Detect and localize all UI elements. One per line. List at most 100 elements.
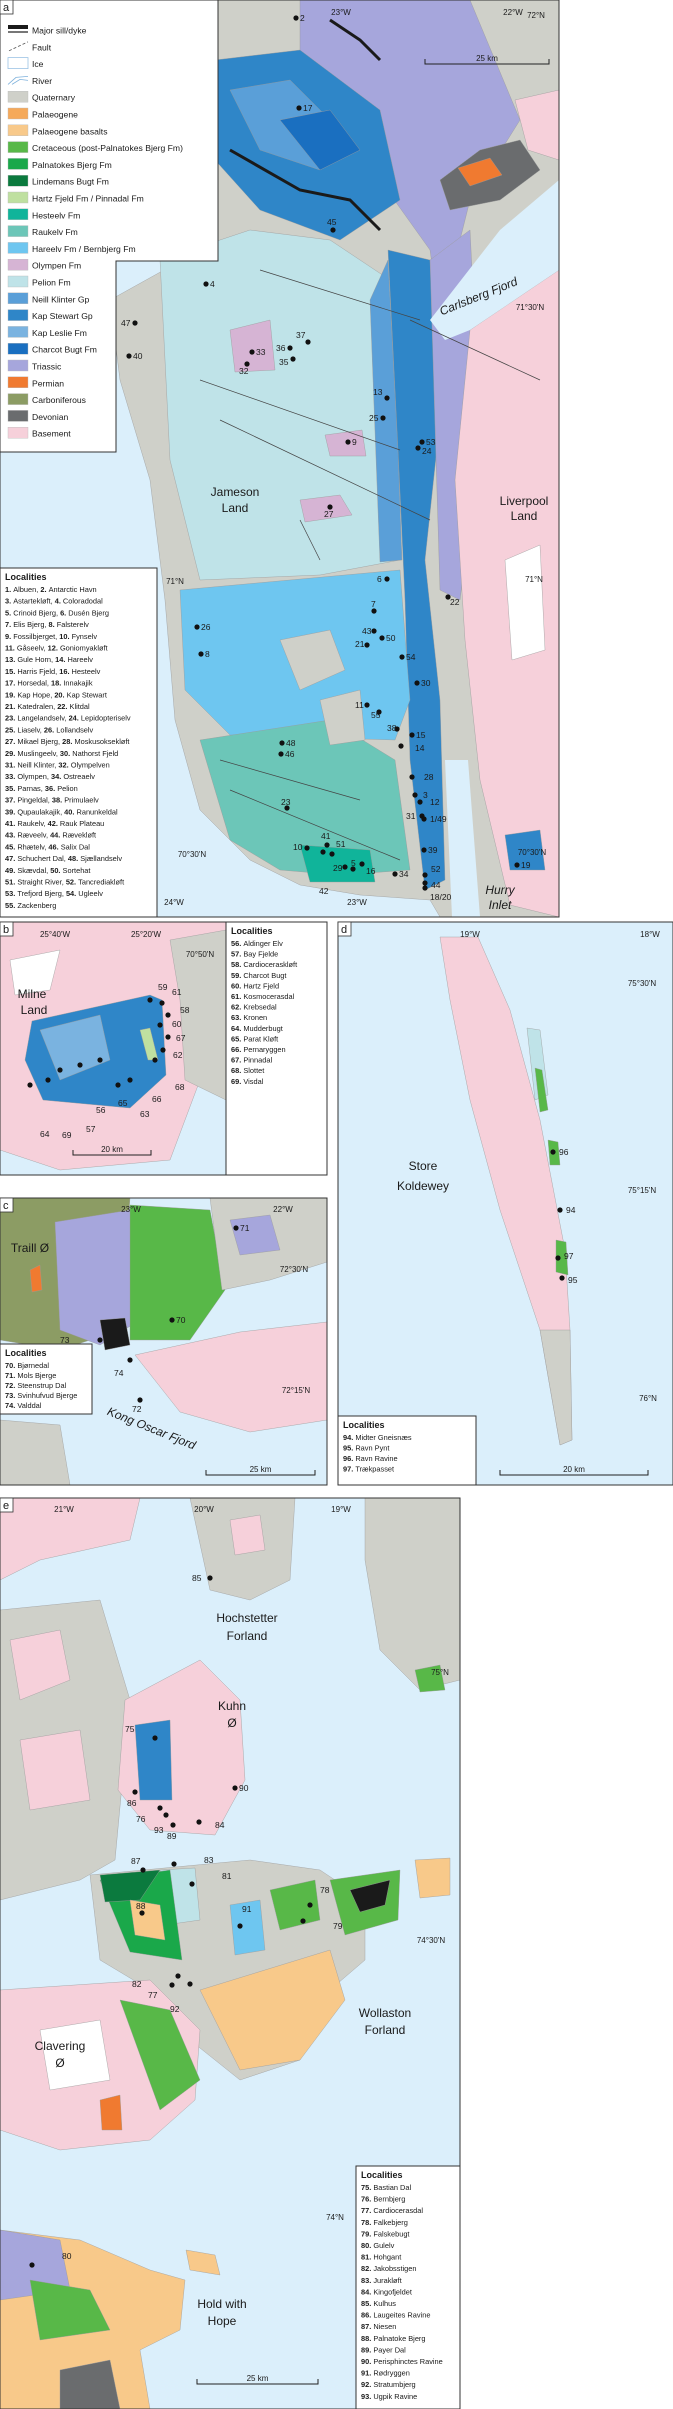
separator: , xyxy=(56,749,60,758)
locality-marker-67: 67 xyxy=(165,1033,186,1043)
locality-number: 41. xyxy=(5,819,17,828)
locality-marker-97: 97 xyxy=(555,1251,574,1261)
locality-entry: 33. Olympen, 34. Ostreaelv xyxy=(5,772,95,781)
locality-name: Albuen xyxy=(13,585,36,594)
legend-label: Triassic xyxy=(32,362,62,372)
locality-number: 31. xyxy=(5,761,17,770)
locality-dot xyxy=(237,1923,243,1929)
locality-entry: 64. Mudderbugt xyxy=(231,1024,283,1033)
locality-number: 7. xyxy=(5,620,13,629)
localities-title: Localities xyxy=(5,1348,47,1358)
quaternary-area xyxy=(279,629,346,691)
locality-number: 14 xyxy=(415,743,425,753)
coordinate-label: 25°20'W xyxy=(131,930,162,939)
locality-number: 69 xyxy=(62,1130,72,1140)
locality-name: Muslingeelv xyxy=(17,749,56,758)
ice-area xyxy=(39,2019,111,2091)
locality-number: 78 xyxy=(320,1885,330,1895)
locality-number: 37 xyxy=(296,330,306,340)
locality-number: 47. xyxy=(5,854,17,863)
locality-dot xyxy=(412,792,418,798)
locality-marker-92: 92 xyxy=(170,1981,193,2014)
locality-marker-41: 41 xyxy=(321,831,331,848)
locality-number: 35 xyxy=(279,357,289,367)
locality-marker-78: 78 xyxy=(307,1885,330,1908)
locality-marker-2: 2 xyxy=(293,13,305,23)
locality-dot xyxy=(170,1822,176,1828)
locality-number: 91. xyxy=(361,2369,373,2378)
locality-marker-76: 76 xyxy=(136,1805,163,1824)
coordinate-label: 71°N xyxy=(166,577,184,586)
panel-letter-box xyxy=(0,1197,14,1213)
locality-number: 35. xyxy=(5,784,17,793)
locality-marker-30: 30 xyxy=(414,678,431,688)
locality-name: Ostreaelv xyxy=(63,772,95,781)
locality-name: Hesteelv xyxy=(72,667,101,676)
locality-number: 93 xyxy=(154,1825,164,1835)
fault-line xyxy=(199,379,401,451)
locality-marker-57: 57 xyxy=(57,1067,96,1134)
locality-dot xyxy=(57,1067,63,1073)
fault-swatch xyxy=(8,41,29,52)
locality-number: 46 xyxy=(285,749,295,759)
place-name-label: Liverpool xyxy=(500,494,549,508)
locality-entry: 66. Pernaryggen xyxy=(231,1045,286,1054)
locality-number: 63. xyxy=(231,1013,243,1022)
localities-box-a: Localities 1. Albuen, 2. Antarctic Havn 3.… xyxy=(0,567,158,918)
locality-number: 32 xyxy=(239,366,249,376)
locality-number: 65. xyxy=(231,1034,243,1043)
locality-entry: 7. Elis Bjerg, 8. Falsterelv xyxy=(5,620,89,629)
locality-number: 32. xyxy=(58,761,70,770)
localities-box xyxy=(355,2165,461,2409)
legend-item: Lindemans Bugt Fm xyxy=(7,174,109,187)
locality-dot xyxy=(550,1149,556,1155)
locality-marker-11: 11 xyxy=(355,700,370,710)
legend-label: Basement xyxy=(32,429,71,439)
locality-dot xyxy=(384,395,390,401)
locality-name: Hartz Fjeld xyxy=(243,981,279,990)
scale-bar xyxy=(424,59,550,65)
locality-number: 86 xyxy=(127,1798,137,1808)
locality-marker-62: 62 xyxy=(160,1047,183,1060)
locality-marker-95: 95 xyxy=(559,1275,578,1285)
legend-swatch xyxy=(7,393,29,405)
separator: , xyxy=(46,831,50,840)
locality-number: 81. xyxy=(361,2253,373,2262)
locality-dot xyxy=(152,1735,158,1741)
place-name-label: Hurry xyxy=(485,883,515,897)
locality-number: 1. xyxy=(5,585,13,594)
locality-number: 3 xyxy=(423,790,428,800)
locality-number: 63 xyxy=(140,1109,150,1119)
coordinate-label: 75°30'N xyxy=(628,979,657,988)
place-name-label: Hold with xyxy=(197,2297,246,2311)
locality-dot xyxy=(399,654,405,660)
legend-item: Fault xyxy=(8,41,52,52)
locality-name: Midter Gneisnæs xyxy=(355,1433,412,1442)
locality-number: 18/20 xyxy=(430,892,452,902)
locality-number: 30. xyxy=(60,749,72,758)
locality-name: Primulaelv xyxy=(64,796,99,805)
legend-swatch xyxy=(7,191,29,204)
panel-b-milne-land-map: b 25°40'W 25°20'W 70°50'N Milne Land 20 km 59 61… xyxy=(0,921,227,1176)
localities-title: Localities xyxy=(231,926,273,936)
locality-marker-6: 6 xyxy=(377,574,390,584)
locality-number: 55. xyxy=(5,901,17,910)
place-name-label: Kuhn xyxy=(218,1699,246,1713)
locality-marker-56: 56 xyxy=(77,1062,106,1115)
locality-marker-18-20: 18/20 xyxy=(422,885,452,902)
locality-dot xyxy=(233,1225,239,1231)
locality-name: Rævekløft xyxy=(62,831,96,840)
locality-dot xyxy=(189,1881,195,1887)
locality-name: Kap Stewart xyxy=(67,690,107,699)
locality-dot xyxy=(324,842,330,848)
locality-name: Falkebjerg xyxy=(373,2218,408,2227)
locality-name: Valddal xyxy=(17,1401,41,1410)
separator: , xyxy=(54,761,58,770)
locality-entry: 87. Niesen xyxy=(361,2322,396,2331)
locality-dot xyxy=(379,635,385,641)
separator: , xyxy=(47,772,51,781)
locality-marker-61: 61 xyxy=(159,987,182,1006)
locality-number: 62. xyxy=(231,1003,243,1012)
triassic-area xyxy=(54,1209,141,1346)
locality-name: Lepidopteriselv xyxy=(81,714,131,723)
